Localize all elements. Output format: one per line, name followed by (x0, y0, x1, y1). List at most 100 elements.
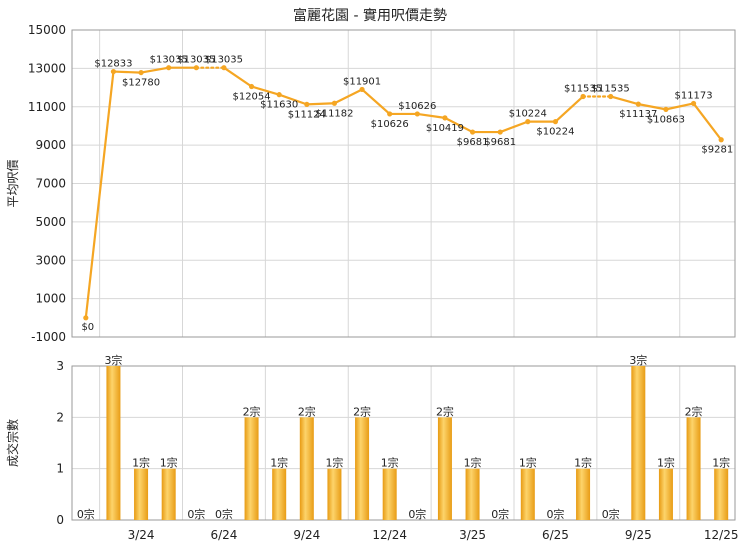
price-value-label: $9681 (484, 137, 516, 148)
volume-bar-label: 2宗 (353, 404, 371, 418)
price-value-label: $9281 (701, 145, 733, 156)
price-line-segment (416, 112, 447, 119)
price-value-label: $11124 (288, 109, 326, 120)
x-tick-label: 12/25 (704, 528, 739, 542)
price-value-label: $12054 (232, 92, 270, 103)
price-y-axis-label: 平均呎價 (6, 159, 20, 207)
volume-bar-label: 2宗 (298, 404, 316, 418)
price-line-segment (222, 66, 253, 88)
volume-bar-label: 1宗 (519, 456, 537, 470)
price-value-label: $12780 (122, 78, 160, 89)
volume-bar (686, 417, 701, 520)
volume-bar-label: 0宗 (546, 507, 564, 521)
volume-bar (355, 417, 370, 520)
volume-bar (272, 468, 287, 520)
volume-bar-label: 1宗 (381, 456, 399, 470)
price-line-segment (112, 70, 143, 74)
volume-bar-label: 0宗 (491, 507, 509, 521)
volume-bar-label: 2宗 (243, 404, 261, 418)
price-point (580, 93, 586, 100)
price-value-label: $0 (81, 322, 94, 333)
price-line-segment (664, 102, 695, 111)
volume-bar-label: 0宗 (602, 507, 620, 521)
price-point (469, 129, 476, 135)
price-value-label: $13035 (150, 55, 188, 66)
price-line-segment (609, 95, 640, 106)
price-line-segment (84, 70, 115, 319)
price-value-label: $12833 (94, 59, 132, 70)
price-value-label: $10626 (398, 101, 436, 112)
bar-y-tick: 2 (56, 410, 64, 424)
volume-bar-label: 1宗 (132, 456, 150, 470)
price-line-segment (250, 85, 281, 96)
volume-bar (106, 366, 121, 520)
price-line-segment (360, 88, 391, 116)
volume-bar (465, 468, 480, 520)
price-y-tick: 13000 (28, 61, 66, 75)
volume-bar (631, 366, 646, 520)
price-y-tick: -1000 (31, 330, 66, 344)
volume-bar-label: 1宗 (657, 456, 675, 470)
price-line-segment (499, 120, 529, 134)
volume-bar-label: 3宗 (629, 353, 647, 367)
volume-bar (382, 468, 397, 520)
bar-y-tick: 3 (56, 359, 64, 373)
bar-y-tick: 1 (56, 462, 64, 476)
volume-bar (244, 417, 259, 520)
bar-y-axis-label: 成交宗數 (5, 419, 20, 467)
price-line-panel: -1000 1000 3000 5000 7000 9000 11000 13000 15000… (6, 23, 736, 344)
price-value-label: $11535 (564, 83, 602, 94)
price-value-label: $11535 (592, 83, 630, 94)
price-line-segment (305, 102, 336, 106)
volume-bar (437, 417, 452, 520)
price-point (193, 65, 199, 71)
price-point (248, 83, 255, 90)
price-point (442, 115, 448, 121)
volume-bar-label: 1宗 (270, 456, 288, 470)
price-value-label: $10626 (371, 119, 409, 130)
volume-bar-label: 3宗 (104, 353, 122, 367)
volume-bar-panel: 0 1 2 3 成交宗數 0宗 3宗 1宗 3/24 1宗 0宗 0宗 6/24 2宗 1宗 2宗 9/24 1宗… (5, 353, 738, 542)
price-value-label: $9681 (457, 137, 489, 148)
price-point (276, 92, 282, 98)
price-point (166, 65, 172, 71)
price-line-segment (333, 88, 364, 105)
price-point (221, 65, 227, 71)
price-point (387, 111, 393, 117)
volume-bar-label: 0宗 (215, 507, 233, 521)
volume-bar-label: 1宗 (325, 456, 343, 470)
x-tick-label: 9/25 (625, 528, 652, 542)
price-point (304, 101, 310, 107)
price-point (138, 69, 144, 76)
volume-bar (576, 468, 591, 520)
price-line-segment (278, 93, 308, 106)
price-line-segment (139, 66, 170, 74)
volume-bar-label: 1宗 (160, 456, 178, 470)
volume-bar-label: 0宗 (77, 507, 95, 521)
volume-bar-label: 1宗 (712, 456, 730, 470)
volume-bar-label: 2宗 (685, 404, 703, 418)
x-tick-label: 12/24 (372, 528, 407, 542)
price-value-label: $11173 (674, 90, 712, 101)
price-point (690, 100, 697, 107)
price-y-tick: 15000 (28, 23, 66, 37)
price-line-segment (637, 103, 668, 111)
volume-bar (161, 468, 176, 520)
volume-bar (327, 468, 342, 520)
price-value-label: $11182 (315, 108, 353, 119)
price-point (110, 68, 117, 75)
volume-bar-label: 1宗 (464, 456, 482, 470)
price-point (663, 106, 669, 112)
price-point (359, 86, 365, 93)
price-point (525, 119, 531, 125)
price-value-label: $10419 (426, 123, 464, 134)
price-y-tick: 9000 (35, 138, 66, 152)
volume-bar (658, 468, 673, 520)
price-point (83, 315, 89, 321)
x-tick-label: 6/25 (542, 528, 569, 542)
x-tick-label: 3/24 (128, 528, 155, 542)
price-line-segment (443, 116, 474, 134)
price-line-segment (554, 95, 585, 123)
bar-plot-frame (71, 365, 736, 521)
